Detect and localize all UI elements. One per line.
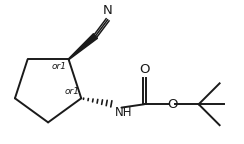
Text: N: N: [103, 4, 113, 17]
Text: O: O: [139, 63, 150, 76]
Text: O: O: [167, 98, 177, 111]
Text: or1: or1: [51, 61, 66, 71]
Text: or1: or1: [65, 87, 80, 96]
Polygon shape: [68, 34, 98, 60]
Text: NH: NH: [115, 106, 132, 119]
